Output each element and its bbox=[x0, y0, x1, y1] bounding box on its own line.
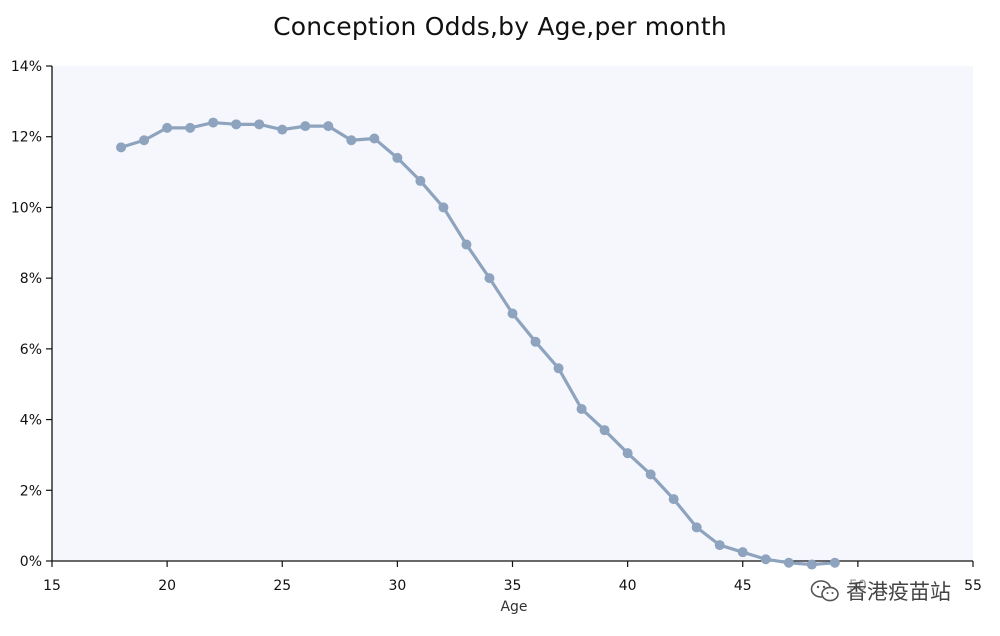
data-point bbox=[829, 557, 840, 568]
data-point bbox=[139, 135, 150, 146]
y-tick-label: 8% bbox=[20, 271, 42, 287]
data-point bbox=[576, 403, 587, 414]
data-point bbox=[783, 557, 794, 568]
y-tick-label: 0% bbox=[20, 554, 42, 570]
data-point bbox=[599, 425, 610, 436]
x-tick-label: 15 bbox=[43, 578, 61, 594]
y-tick-label: 10% bbox=[11, 200, 42, 216]
data-point bbox=[277, 124, 288, 135]
data-point bbox=[668, 494, 679, 505]
x-tick-label: 25 bbox=[273, 578, 291, 594]
data-point bbox=[691, 522, 702, 533]
data-point bbox=[415, 175, 426, 186]
data-point bbox=[553, 363, 564, 374]
data-point bbox=[484, 273, 495, 284]
data-point bbox=[714, 540, 725, 551]
data-point bbox=[507, 308, 518, 319]
data-point bbox=[185, 122, 196, 133]
data-point bbox=[806, 559, 817, 570]
data-point bbox=[645, 469, 656, 480]
data-point bbox=[369, 133, 380, 144]
series-layer bbox=[116, 117, 840, 570]
x-tick-label: 35 bbox=[504, 578, 522, 594]
x-tick-label: 40 bbox=[619, 578, 637, 594]
chart-title: Conception Odds,by Age,per month bbox=[273, 12, 727, 41]
x-tick-label: 30 bbox=[388, 578, 406, 594]
x-tick-label: 45 bbox=[734, 578, 752, 594]
data-point bbox=[300, 121, 311, 132]
data-point bbox=[438, 202, 449, 213]
y-tick-label: 14% bbox=[11, 59, 42, 75]
y-tick-label: 4% bbox=[20, 413, 42, 429]
x-tick-label: 55 bbox=[964, 578, 982, 594]
y-tick-label: 6% bbox=[20, 342, 42, 358]
data-point bbox=[346, 135, 357, 146]
data-point bbox=[323, 121, 334, 132]
data-point bbox=[461, 239, 472, 250]
data-point bbox=[208, 117, 219, 128]
watermark-text: 香港疫苗站 bbox=[846, 580, 951, 604]
x-tick-label: 20 bbox=[158, 578, 176, 594]
x-axis-label: Age bbox=[500, 599, 527, 615]
watermark: 香港疫苗站 bbox=[808, 576, 953, 606]
wechat-icon bbox=[810, 580, 839, 602]
data-point bbox=[231, 119, 242, 130]
y-tick-label: 12% bbox=[11, 130, 42, 146]
data-point bbox=[760, 554, 771, 565]
data-point bbox=[530, 336, 541, 347]
data-point bbox=[737, 547, 748, 558]
data-point bbox=[254, 119, 265, 130]
y-tick-label: 2% bbox=[20, 483, 42, 499]
data-point bbox=[162, 122, 173, 133]
data-point bbox=[392, 152, 403, 163]
data-point bbox=[116, 142, 127, 153]
data-point bbox=[622, 448, 633, 459]
